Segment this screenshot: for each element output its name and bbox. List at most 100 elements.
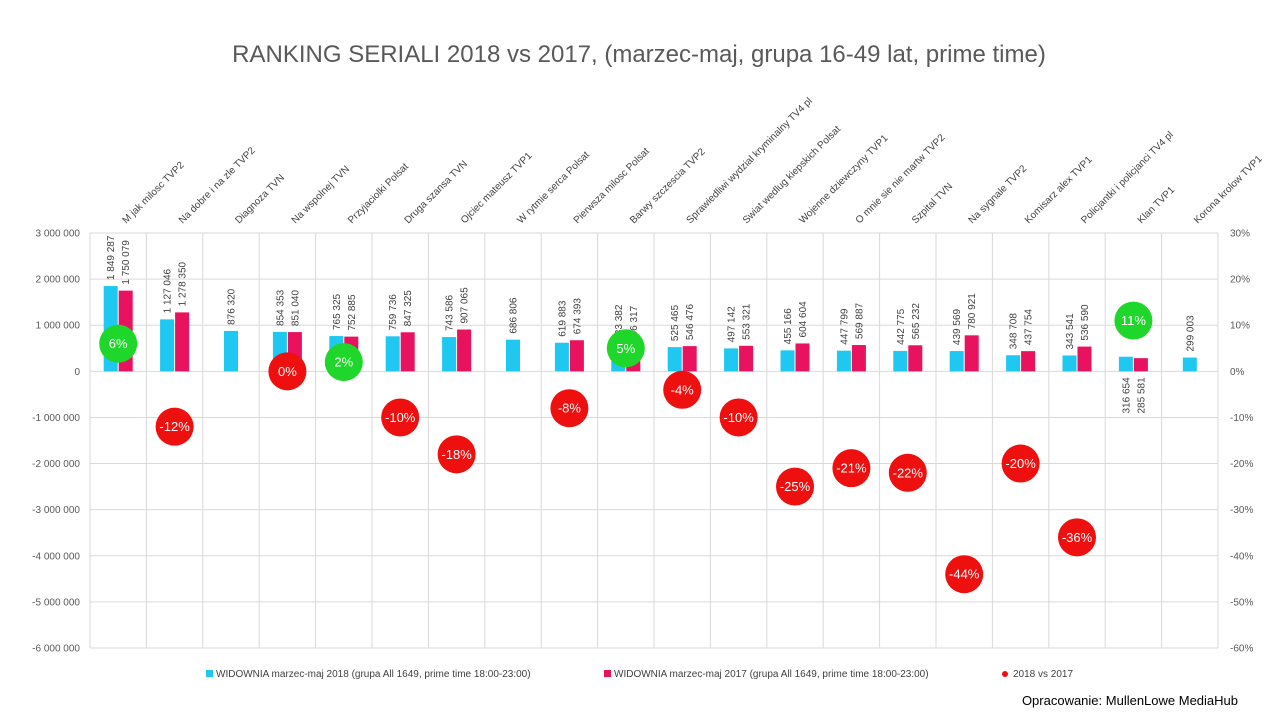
data-label-2017: 780 921 bbox=[967, 293, 978, 330]
data-label-2017: 674 393 bbox=[572, 298, 583, 335]
y-right-tick-label: 20% bbox=[1230, 275, 1250, 286]
bar-2018 bbox=[949, 351, 964, 372]
change-marker-label: 0% bbox=[278, 364, 297, 379]
bar-2017 bbox=[682, 346, 697, 372]
y-left-tick-label: -3 000 000 bbox=[32, 505, 80, 516]
data-label-2018: 1 849 287 bbox=[106, 235, 117, 280]
change-marker-label: -44% bbox=[949, 567, 980, 582]
y-left-tick-label: 1 000 000 bbox=[36, 321, 81, 332]
bar-2018 bbox=[160, 319, 175, 372]
change-marker-label: -4% bbox=[671, 382, 695, 397]
bar-2018 bbox=[893, 350, 908, 372]
data-label-2018: 447 799 bbox=[839, 308, 850, 345]
category-label: Przyjaciolki Polsat bbox=[346, 161, 411, 226]
y-right-tick-label: -20% bbox=[1230, 459, 1253, 470]
bar-2017 bbox=[1133, 358, 1148, 372]
data-label-2017: 536 590 bbox=[1080, 304, 1091, 341]
data-label-2018: 343 541 bbox=[1065, 313, 1076, 350]
change-marker-label: -8% bbox=[558, 401, 582, 416]
y-right-tick-label: -30% bbox=[1230, 505, 1253, 516]
bar-2018 bbox=[1062, 355, 1077, 372]
bar-2017 bbox=[795, 343, 810, 372]
data-label-2018: 299 003 bbox=[1185, 315, 1196, 352]
bar-2017 bbox=[175, 312, 190, 372]
change-marker-label: -25% bbox=[780, 479, 811, 494]
change-marker bbox=[437, 435, 476, 474]
bar-2018 bbox=[1182, 357, 1197, 372]
y-right-tick-label: 30% bbox=[1230, 229, 1250, 240]
data-label-2018: 1 127 046 bbox=[163, 268, 174, 313]
category-label: Korona krolow TVP1 bbox=[1192, 153, 1265, 226]
bar-2017 bbox=[400, 332, 415, 372]
bars bbox=[103, 286, 1197, 372]
change-marker bbox=[1114, 301, 1153, 340]
change-marker-label: -21% bbox=[836, 461, 867, 476]
change-marker bbox=[719, 398, 758, 437]
data-label-2018: 759 736 bbox=[388, 294, 399, 331]
change-marker bbox=[832, 449, 871, 488]
change-marker bbox=[663, 370, 702, 409]
y-left-tick-label: -5 000 000 bbox=[32, 597, 80, 608]
y-left-tick-label: -2 000 000 bbox=[32, 459, 80, 470]
bar-2017 bbox=[851, 345, 866, 372]
change-marker-label: -20% bbox=[1005, 456, 1036, 471]
category-label: Druga szansa TVN bbox=[403, 159, 470, 226]
y-left-tick-label: -6 000 000 bbox=[32, 644, 80, 655]
data-label-2018: 348 708 bbox=[1009, 313, 1020, 350]
data-label-2017: 546 476 bbox=[685, 304, 696, 341]
chart-title: RANKING SERIALI 2018 vs 2017, (marzec-ma… bbox=[232, 41, 1046, 68]
category-label: Klan TVP1 bbox=[1136, 184, 1178, 226]
data-label-2017: 1 278 350 bbox=[178, 261, 189, 306]
bar-2018 bbox=[724, 348, 739, 372]
data-label-2018: 533 382 bbox=[614, 304, 625, 341]
bar-2018 bbox=[667, 347, 682, 372]
data-label-2017: 1 750 079 bbox=[121, 240, 132, 285]
y-left-tick-label: 0 bbox=[74, 367, 80, 378]
data-label-2017: 506 317 bbox=[629, 305, 640, 342]
change-marker-label: 11% bbox=[1121, 313, 1146, 328]
category-label: Diagnoza TVN bbox=[233, 172, 287, 226]
y-axis-right: 30% 20% 10% 0% -10% -20% -30% -40% -50% -60% bbox=[1230, 229, 1253, 655]
change-marker-label: -36% bbox=[1062, 530, 1093, 545]
change-marker bbox=[945, 555, 984, 594]
data-label-2018: 455 166 bbox=[783, 308, 794, 345]
data-label-2017: 604 604 bbox=[798, 301, 809, 338]
credit: Opracowanie: MullenLowe MediaHub bbox=[1021, 693, 1238, 708]
y-right-tick-label: -60% bbox=[1230, 644, 1253, 655]
y-right-tick-label: -40% bbox=[1230, 551, 1253, 562]
bar-2017 bbox=[1077, 346, 1092, 372]
data-label-2017: 907 065 bbox=[460, 287, 471, 324]
data-label-2017: 437 754 bbox=[1024, 309, 1035, 346]
y-left-tick-label: 3 000 000 bbox=[36, 229, 81, 240]
bar-2018 bbox=[224, 330, 238, 372]
change-marker-label: -10% bbox=[723, 410, 754, 425]
bar-2018 bbox=[385, 336, 400, 372]
bar-2017 bbox=[1021, 351, 1036, 372]
bar-2018 bbox=[442, 337, 457, 372]
data-label-2018: 497 142 bbox=[727, 306, 738, 343]
y-right-tick-label: 0% bbox=[1230, 367, 1245, 378]
legend-label-2017: WIDOWNIA marzec-maj 2017 (grupa All 1649… bbox=[614, 669, 929, 680]
change-marker bbox=[606, 329, 645, 368]
category-label: Na wspolnej TVN bbox=[290, 164, 352, 226]
y-left-tick-label: -4 000 000 bbox=[32, 551, 80, 562]
category-label: Policjantki i policjanci TV4 pl bbox=[1079, 130, 1175, 226]
change-marker bbox=[1058, 518, 1096, 557]
change-marker-label: 5% bbox=[616, 341, 635, 356]
data-labels: 1 849 287 1 750 079 1 127 046 1 278 350 876 … bbox=[106, 235, 1196, 413]
legend: WIDOWNIA marzec-maj 2018 (grupa All 1649… bbox=[206, 669, 1073, 680]
data-label-2018: 743 586 bbox=[445, 294, 456, 331]
bar-2017 bbox=[908, 345, 923, 372]
y-right-tick-label: -50% bbox=[1230, 597, 1253, 608]
y-left-tick-label: 2 000 000 bbox=[36, 275, 81, 286]
data-label-2018: 439 569 bbox=[952, 308, 963, 345]
data-label-2017: 565 232 bbox=[911, 303, 922, 340]
change-marker bbox=[1001, 444, 1040, 483]
change-marker-label: 6% bbox=[109, 336, 128, 351]
bar-2017 bbox=[964, 335, 979, 372]
data-label-2018: 854 353 bbox=[275, 289, 286, 326]
bar-2018 bbox=[506, 339, 520, 372]
data-label-2017: 285 581 bbox=[1136, 377, 1147, 414]
bar-2018 bbox=[1006, 355, 1021, 372]
